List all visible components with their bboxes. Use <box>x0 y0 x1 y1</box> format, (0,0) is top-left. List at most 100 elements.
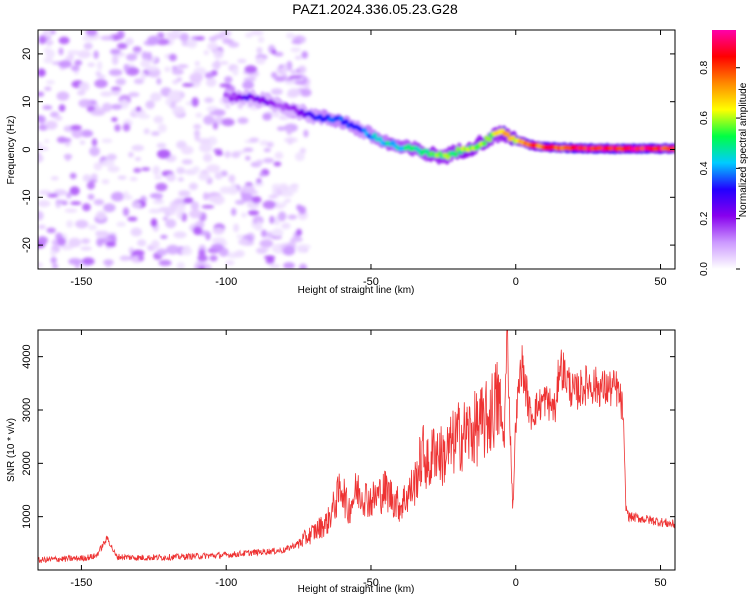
noise-blob <box>291 39 302 45</box>
noise-blob <box>236 234 244 239</box>
noise-blob <box>221 118 235 127</box>
noise-blob <box>42 105 53 110</box>
noise-blob <box>128 151 134 158</box>
noise-blob <box>198 138 211 145</box>
noise-blob <box>176 203 186 214</box>
noise-blobs <box>38 30 312 269</box>
noise-blob <box>105 241 116 248</box>
noise-blob <box>215 151 224 156</box>
noise-blob <box>151 239 160 250</box>
colorbar-tick-label: 0.0 <box>699 262 710 276</box>
noise-blob <box>150 218 158 228</box>
snr-series-line <box>38 330 675 564</box>
noise-blob <box>129 176 138 182</box>
noise-blob <box>38 224 46 230</box>
noise-blob <box>38 210 44 221</box>
noise-blob <box>171 68 184 75</box>
noise-blob <box>282 245 296 256</box>
figure-title: PAZ1.2024.336.05.23.G28 <box>292 1 458 17</box>
noise-blob <box>55 115 63 121</box>
noise-blob <box>172 79 179 85</box>
noise-blob <box>284 198 292 203</box>
noise-blob <box>205 77 217 87</box>
noise-blob <box>165 31 179 37</box>
noise-blob <box>111 55 119 66</box>
ridge-core <box>338 116 344 122</box>
noise-blob <box>243 147 254 152</box>
noise-blob <box>176 262 185 269</box>
noise-blob <box>114 124 121 132</box>
noise-blob <box>75 219 89 229</box>
noise-blob <box>199 143 213 153</box>
spectrogram-y-tick-label: 20 <box>21 48 33 60</box>
noise-blob <box>270 88 283 96</box>
noise-blob <box>38 115 46 124</box>
noise-blob <box>38 91 45 97</box>
noise-blob <box>44 86 52 92</box>
noise-blob <box>279 185 289 192</box>
noise-blob <box>58 60 72 68</box>
noise-blob <box>266 231 273 239</box>
noise-blob <box>268 194 278 199</box>
noise-blob <box>158 259 172 266</box>
noise-blob <box>77 50 91 59</box>
noise-blob <box>252 215 264 225</box>
ridge-core <box>504 131 511 137</box>
noise-blob <box>181 212 188 222</box>
noise-blob <box>294 80 307 85</box>
noise-blob <box>271 49 277 55</box>
noise-blob <box>38 154 44 163</box>
noise-blob <box>237 58 247 64</box>
noise-blob <box>164 66 171 73</box>
noise-blob <box>258 172 266 177</box>
snr-panel: -150 -100 -50 0 50 1000 2000 3000 4000 Height o… <box>6 329 676 595</box>
noise-blob <box>208 111 220 116</box>
noise-blob <box>274 204 285 209</box>
noise-blob <box>87 62 95 68</box>
noise-blob <box>256 221 262 230</box>
snr-frame <box>37 329 676 571</box>
noise-blob <box>157 123 167 133</box>
noise-blob <box>93 199 105 206</box>
snr-x-tick-label: 50 <box>654 577 666 589</box>
spectrogram-x-tick-label: -100 <box>215 276 237 288</box>
noise-blob <box>156 142 167 149</box>
noise-blob <box>82 203 91 212</box>
noise-blob <box>71 128 84 139</box>
noise-blob <box>38 262 43 268</box>
noise-blob <box>119 255 131 261</box>
noise-blob <box>263 157 275 164</box>
noise-blob <box>95 210 107 221</box>
noise-blob <box>213 34 225 40</box>
noise-blob <box>155 182 168 192</box>
noise-blob <box>110 191 125 202</box>
noise-blob <box>186 39 198 49</box>
spectrogram-x-tick-label: 50 <box>654 276 666 288</box>
noise-blob <box>228 41 240 48</box>
noise-blob <box>234 199 246 205</box>
noise-blob <box>176 77 183 82</box>
spectrogram-x-axis: -150 -100 -50 0 50 <box>70 30 667 288</box>
noise-blob <box>178 190 191 197</box>
noise-blob <box>212 227 225 235</box>
noise-blob <box>44 30 52 38</box>
noise-blob <box>256 47 263 55</box>
ridge-core <box>228 96 235 102</box>
noise-blob <box>262 200 276 210</box>
ridge-core <box>343 119 349 125</box>
noise-blob <box>56 91 70 101</box>
spectrogram-x-tick-label: -50 <box>363 276 379 288</box>
colorbar-tick-label: 0.4 <box>699 161 710 175</box>
noise-blob <box>231 151 241 159</box>
spectrogram-y-label: Frequency (Hz) <box>6 116 17 185</box>
noise-blob <box>213 49 224 60</box>
noise-blob <box>284 80 296 85</box>
noise-blob <box>117 42 128 50</box>
noise-blob <box>43 48 51 52</box>
noise-blob <box>43 57 54 64</box>
noise-blob <box>219 83 232 88</box>
snr-y-tick-label: 4000 <box>21 344 33 368</box>
noise-blob <box>153 115 164 124</box>
noise-blob <box>263 148 271 153</box>
